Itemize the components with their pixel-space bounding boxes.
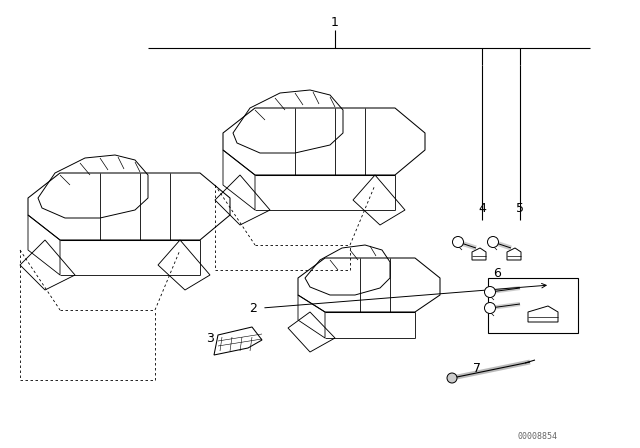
Text: 00008854: 00008854 (518, 431, 558, 440)
Text: 3: 3 (206, 332, 214, 345)
Circle shape (488, 237, 499, 247)
Circle shape (447, 373, 457, 383)
Text: 1: 1 (331, 16, 339, 29)
Text: 7: 7 (473, 362, 481, 375)
Text: 5: 5 (516, 202, 524, 215)
Text: 4: 4 (478, 202, 486, 215)
Circle shape (484, 302, 495, 314)
Text: 6: 6 (493, 267, 501, 280)
Circle shape (484, 287, 495, 297)
Circle shape (452, 237, 463, 247)
Text: 2: 2 (249, 302, 257, 314)
